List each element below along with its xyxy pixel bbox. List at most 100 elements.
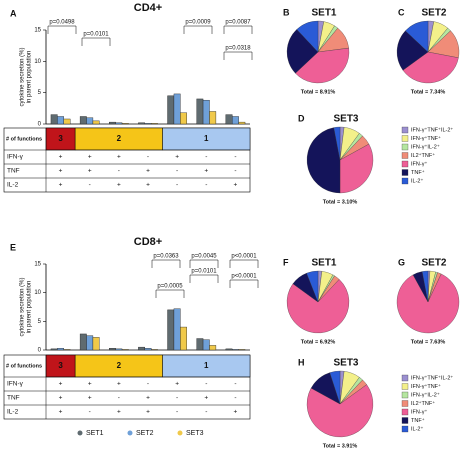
legend-label: IL-2⁺ [411,177,423,184]
pie-slice [306,270,319,303]
legend-swatch [401,126,409,134]
chart-title: CD4+ [134,2,162,14]
pie-total: Total = 3.91% [323,443,358,449]
y-axis-label: in parent population [27,51,33,104]
table-cell: + [59,395,63,402]
bar [115,348,123,351]
significance-bracket [155,289,185,298]
table-header: # of functions [6,363,42,369]
group-label: 2 [117,134,122,143]
significance-bracket [223,51,253,60]
legend-label: IFN-γ⁺TNF⁺IL-2⁺ [411,126,453,133]
row-label: TNF [7,395,20,402]
significance-bracket [189,274,219,283]
bar [109,121,116,125]
table-cell: + [88,381,92,388]
pie-slice [306,127,341,194]
table-cell: + [146,168,150,175]
table-cell: - [176,168,178,175]
bar [238,349,246,351]
table-cell: + [117,381,121,388]
table-cell: + [88,395,92,402]
group-label: 1 [204,134,209,143]
pie-total: Total = 6.92% [301,339,336,345]
y-tick-label: 15 [34,28,41,34]
table-cell: - [234,395,236,402]
bar [167,95,175,125]
table-cell: + [204,395,208,402]
bar [138,122,145,125]
table-cell: - [118,395,120,402]
table-cell: - [89,409,91,416]
legend-label: TNF⁺ [411,417,425,424]
row-label: IFN-γ [7,381,24,388]
p-value: p=0.0101 [191,269,217,275]
pie-slice [286,279,350,334]
p-value: p=0.0318 [225,46,251,52]
table-header: # of functions [6,136,42,142]
pie-slice [396,273,460,334]
legend-label: IFN-γ⁺ [411,160,427,167]
y-tick-label: 10 [34,59,41,65]
table-cell: + [59,182,63,189]
bar [86,117,94,125]
pie-slice [286,29,319,74]
pie-slice [422,270,429,303]
table-cell: + [146,409,150,416]
significance-bracket [183,25,213,34]
pie-slice [333,126,341,161]
panel-label: F [283,257,289,267]
legend-label: IL-2⁺ [411,425,423,432]
table-cell: - [205,409,207,416]
table-cell: + [234,409,238,416]
pie-total: Total = 7.63% [411,339,446,345]
panel-label: D [298,113,305,123]
bar [57,116,64,125]
pie-title: SET1 [311,8,336,19]
bar [232,349,239,351]
significance-bracket [47,25,77,34]
bar [180,112,187,125]
bar [225,114,233,125]
legend-swatch [401,152,409,159]
bar [86,335,94,351]
p-value: p=0.0005 [157,284,183,290]
significance-bracket [189,259,219,268]
table-cell: - [147,154,149,161]
legend-label: IFN-γ⁺TNF⁺ [411,135,441,142]
pie-slice [402,51,459,84]
bar [180,326,187,351]
legend-swatch [127,430,133,436]
bar [50,114,58,125]
table-cell: - [205,182,207,189]
table-cell: + [117,154,121,161]
bar [63,118,71,125]
group-label: 3 [58,134,63,143]
legend-swatch [177,430,183,436]
pie-title: SET2 [421,258,446,269]
table-cell: + [146,395,150,402]
pie-total: Total = 3.10% [323,199,358,205]
pie-slice [306,384,374,438]
table-cell: + [146,182,150,189]
legend-swatch [401,383,409,390]
bar [57,348,64,351]
group-label: 3 [58,361,63,370]
row-label: IFN-γ [7,154,24,161]
legend-swatch [401,417,409,424]
bar [92,337,100,351]
panel-label: E [10,242,16,252]
y-tick-label: 15 [34,262,41,268]
p-value: p=0.0009 [185,20,211,26]
panel-label: B [283,7,290,17]
bar [121,123,129,125]
panel-label: A [10,8,17,18]
legend-label: IFN-γ⁺ [411,408,427,415]
bar [79,116,87,125]
table-cell: - [205,381,207,388]
legend-swatch [77,430,83,436]
legend-label: IL2⁺TNF⁺ [411,400,435,407]
y-axis-label: cytokine secretion (%) [20,47,26,106]
table-cell: + [88,154,92,161]
pie-slice [405,20,429,53]
